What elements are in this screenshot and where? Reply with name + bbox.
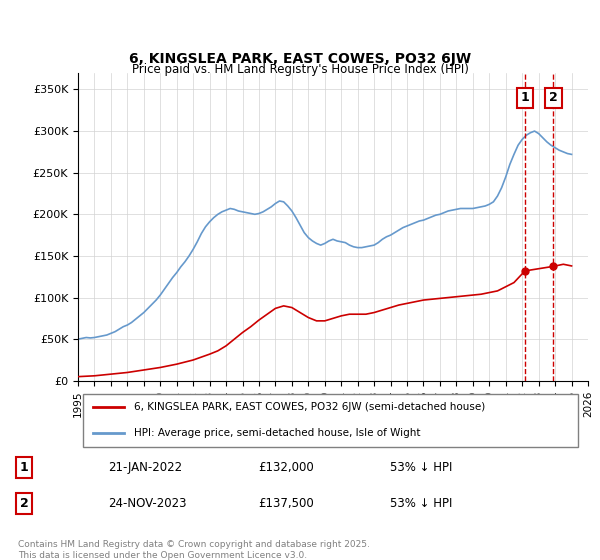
Text: HPI: Average price, semi-detached house, Isle of Wight: HPI: Average price, semi-detached house,… <box>134 428 421 438</box>
Text: Contains HM Land Registry data © Crown copyright and database right 2025.
This d: Contains HM Land Registry data © Crown c… <box>18 540 370 560</box>
Text: 6, KINGSLEA PARK, EAST COWES, PO32 6JW (semi-detached house): 6, KINGSLEA PARK, EAST COWES, PO32 6JW (… <box>134 402 485 412</box>
Text: £132,000: £132,000 <box>258 461 314 474</box>
Text: 1: 1 <box>521 91 529 104</box>
Text: Price paid vs. HM Land Registry's House Price Index (HPI): Price paid vs. HM Land Registry's House … <box>131 63 469 77</box>
Text: £137,500: £137,500 <box>258 497 314 510</box>
Text: 2: 2 <box>549 91 558 104</box>
Text: 21-JAN-2022: 21-JAN-2022 <box>108 461 182 474</box>
Text: 53% ↓ HPI: 53% ↓ HPI <box>390 461 452 474</box>
Text: 2: 2 <box>20 497 28 510</box>
Text: 53% ↓ HPI: 53% ↓ HPI <box>390 497 452 510</box>
Text: 24-NOV-2023: 24-NOV-2023 <box>108 497 187 510</box>
Text: 6, KINGSLEA PARK, EAST COWES, PO32 6JW: 6, KINGSLEA PARK, EAST COWES, PO32 6JW <box>129 52 471 66</box>
FancyBboxPatch shape <box>83 394 578 447</box>
Text: 1: 1 <box>20 461 28 474</box>
